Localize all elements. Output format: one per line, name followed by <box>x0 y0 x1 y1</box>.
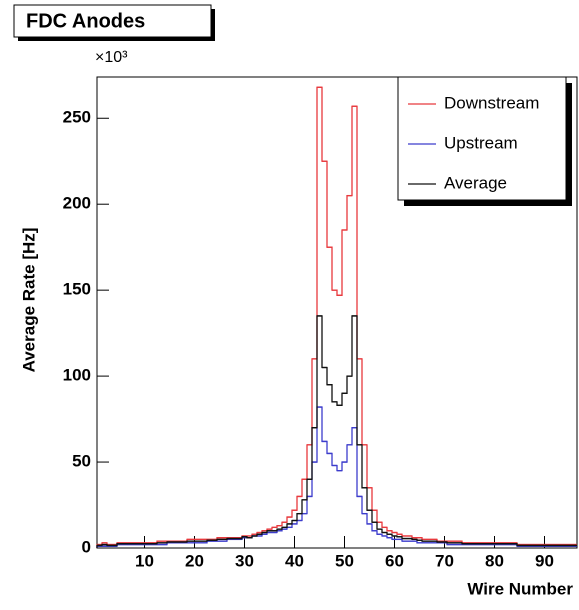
y-tick-label: 100 <box>63 366 91 385</box>
title-box <box>13 4 212 38</box>
x-tick-label: 80 <box>485 551 504 570</box>
legend-label: Average <box>444 173 507 192</box>
y-tick-label: 50 <box>72 452 91 471</box>
x-tick-label: 40 <box>285 551 304 570</box>
legend-label: Downstream <box>444 93 539 112</box>
y-axis-title: Average Rate [Hz] <box>19 228 38 373</box>
chart-title: FDC Anodes <box>26 10 145 32</box>
x-tick-label: 20 <box>185 551 204 570</box>
legend-box <box>397 76 567 201</box>
x-tick-label: 60 <box>385 551 404 570</box>
legend-label: Upstream <box>444 133 518 152</box>
x-tick-label: 90 <box>535 551 554 570</box>
y-tick-label: 250 <box>63 108 91 127</box>
x-tick-label: 50 <box>335 551 354 570</box>
y-tick-label: 150 <box>63 280 91 299</box>
y-tick-label: 0 <box>82 537 91 556</box>
step-connector <box>96 406 577 548</box>
x-tick-label: 70 <box>435 551 454 570</box>
y-scale-label: ×10³ <box>95 49 128 66</box>
plot-frame <box>96 76 578 549</box>
y-tick-label: 200 <box>63 194 91 213</box>
x-axis-title: Wire Number <box>467 579 573 598</box>
step-connector <box>96 315 577 548</box>
x-tick-label: 10 <box>135 551 154 570</box>
x-tick-label: 30 <box>235 551 254 570</box>
